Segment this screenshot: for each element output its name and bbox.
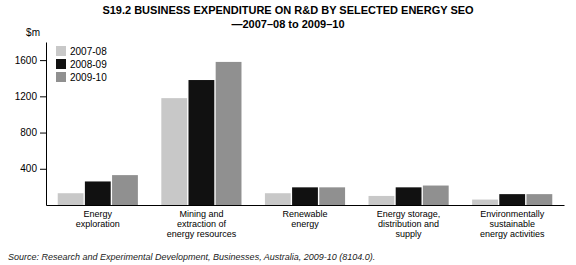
y-axis-line (46, 43, 47, 206)
x-tick: Energy storage,distribution andsupply (377, 209, 441, 239)
bar-series (58, 98, 498, 205)
x-tick: Energyexploration (76, 209, 120, 229)
legend-swatch (56, 72, 66, 82)
x-tick-label: Mining andextraction ofenergy resources (167, 209, 237, 239)
bar (423, 186, 449, 205)
bar (319, 187, 345, 205)
legend-label: 2008-09 (70, 59, 107, 70)
y-tick-mark (40, 60, 46, 61)
subtitle: —2007–08 to 2009–10 (231, 18, 344, 30)
y-tick: 800 (20, 127, 46, 138)
bar (369, 196, 395, 205)
x-axis-line (47, 205, 565, 206)
chart: S19.2 BUSINESS EXPENDITURE ON R&D BY SEL… (0, 0, 576, 265)
x-tick: Mining andextraction ofenergy resources (167, 209, 237, 239)
y-tick-mark (40, 169, 46, 170)
bar (499, 194, 525, 205)
y-tick-label: 800 (20, 127, 37, 138)
plot: 400 800 1200 1600 Energyexploration Mining an… (15, 43, 565, 240)
y-axis: 400 800 1200 1600 (15, 43, 47, 206)
legend-swatch (56, 46, 66, 56)
bar (472, 200, 498, 205)
y-tick-mark (40, 96, 46, 97)
legend-label: 2007-08 (70, 46, 107, 57)
bar (292, 187, 318, 205)
bar (265, 193, 291, 205)
x-tick-label: Energy storage,distribution andsupply (377, 209, 441, 239)
bar-series (112, 62, 552, 205)
bar (58, 193, 84, 205)
y-tick-label: 400 (20, 163, 37, 174)
y-tick-label: 1600 (15, 55, 38, 66)
bars (58, 62, 553, 205)
x-axis: Energyexploration Mining andextraction of… (47, 206, 565, 240)
y-tick-mark (40, 133, 46, 134)
x-tick-label: Energyexploration (76, 209, 120, 229)
bar (188, 80, 214, 205)
x-tick: Renewableenergy (282, 209, 327, 229)
legend-label: 2009-10 (70, 72, 107, 83)
bar (161, 98, 187, 205)
annotation: Source: Research and Experimental Develo… (8, 252, 375, 262)
bar-series (85, 80, 525, 205)
bar (85, 181, 111, 205)
legend-item: 2009-10 (56, 72, 107, 83)
y-axis-label: $m (26, 27, 40, 38)
x-tick-label: Renewableenergy (282, 209, 327, 229)
x-tick-label: Environmentallysustainableenergy activit… (480, 209, 545, 239)
bar (396, 187, 422, 205)
bar (216, 62, 242, 205)
x-tick: Environmentallysustainableenergy activit… (480, 209, 545, 239)
bar (526, 194, 552, 205)
title: S19.2 BUSINESS EXPENDITURE ON R&D BY SEL… (102, 4, 474, 16)
legend-item: 2007-08 (56, 46, 107, 57)
y-tick-label: 1200 (15, 91, 38, 102)
legend: 2007-08 2008-09 2009-10 (56, 46, 107, 83)
legend-swatch (56, 59, 66, 69)
y-tick: 1600 (15, 55, 46, 66)
bar (112, 175, 138, 205)
y-tick: 400 (20, 163, 46, 174)
legend-item: 2008-09 (56, 59, 107, 70)
y-tick: 1200 (15, 91, 46, 102)
